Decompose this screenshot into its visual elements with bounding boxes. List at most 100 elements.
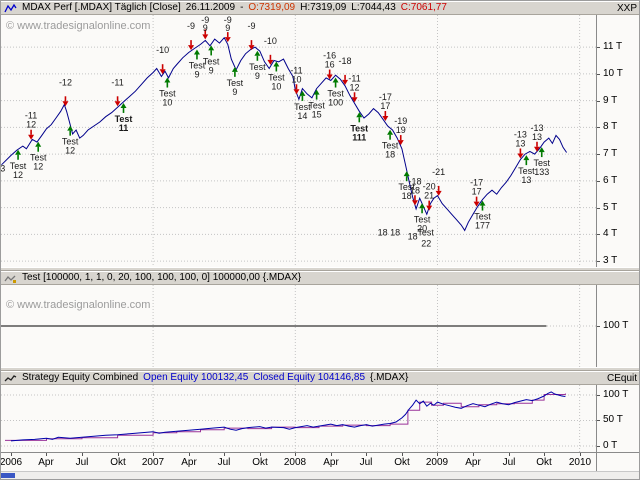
svg-text:-13: -13 bbox=[530, 123, 543, 133]
x-axis-label: 2008 bbox=[283, 457, 307, 468]
equity-plot[interactable] bbox=[1, 385, 596, 452]
svg-text:Test: Test bbox=[249, 62, 266, 72]
y-axis-label: 9 T bbox=[603, 95, 618, 106]
svg-text:-9: -9 bbox=[247, 21, 255, 31]
y-axis-tick bbox=[597, 326, 600, 327]
svg-text:Test: Test bbox=[350, 123, 368, 133]
svg-text:10: 10 bbox=[271, 81, 281, 91]
svg-text:Test: Test bbox=[159, 89, 176, 99]
y-axis-label: 7 T bbox=[603, 148, 618, 159]
y-axis-tick bbox=[597, 154, 600, 155]
x-axis-label: Jul bbox=[217, 457, 231, 468]
x-axis-tick bbox=[11, 453, 12, 456]
h-scrollbar[interactable] bbox=[1, 471, 639, 479]
svg-text:12: 12 bbox=[13, 170, 23, 180]
y-axis-label: 8 T bbox=[603, 121, 618, 132]
svg-text:-17: -17 bbox=[379, 92, 392, 102]
svg-text:9: 9 bbox=[203, 23, 208, 33]
svg-text:17: 17 bbox=[380, 101, 390, 111]
svg-text:Test: Test bbox=[10, 161, 27, 171]
svg-text:14: 14 bbox=[297, 111, 307, 121]
svg-text:-12: -12 bbox=[59, 77, 72, 87]
svg-text:18: 18 bbox=[410, 185, 420, 195]
x-axis-corner bbox=[596, 453, 639, 471]
x-axis-tick bbox=[402, 453, 403, 456]
x-axis-tick bbox=[331, 453, 332, 456]
panel3-header[interactable]: Strategy Equity Combined Open Equity 100… bbox=[1, 371, 639, 385]
svg-text:Test: Test bbox=[327, 89, 344, 99]
svg-text:177: 177 bbox=[475, 221, 490, 231]
svg-text:18: 18 bbox=[402, 191, 412, 201]
x-axis-label: Apr bbox=[38, 457, 54, 468]
svg-text:Test: Test bbox=[533, 158, 550, 168]
panel1-header[interactable]: MDAX Perf [.MDAX] Täglich [Close] 26.11.… bbox=[1, 1, 639, 15]
x-axis-label: Okt bbox=[252, 457, 268, 468]
x-axis-tick bbox=[224, 453, 225, 456]
y-axis-tick bbox=[597, 47, 600, 48]
y-axis-tick bbox=[597, 74, 600, 75]
panel1-title: MDAX Perf [.MDAX] Täglich [Close] bbox=[22, 2, 181, 13]
svg-text:13: 13 bbox=[521, 175, 531, 185]
y-axis-label: 6 T bbox=[603, 175, 618, 186]
svg-text:9: 9 bbox=[255, 71, 260, 81]
svg-text:Test: Test bbox=[294, 102, 311, 112]
price-plot[interactable]: Test 12 12 -11 Test 12 -12 Test 12 -11 Test 11 -10 Te… bbox=[1, 15, 596, 267]
svg-text:Test: Test bbox=[227, 78, 244, 88]
indicator-icon bbox=[4, 273, 17, 284]
svg-text:Test: Test bbox=[417, 228, 434, 238]
svg-text:13: 13 bbox=[515, 138, 525, 148]
open-value: O:7319,09 bbox=[248, 2, 296, 13]
svg-text:12: 12 bbox=[65, 146, 75, 156]
svg-text:10: 10 bbox=[162, 98, 172, 108]
line-chart-icon bbox=[4, 3, 17, 14]
y-axis-label: 50 T bbox=[603, 414, 623, 425]
svg-text:Test: Test bbox=[30, 153, 47, 163]
svg-text:-18: -18 bbox=[408, 176, 421, 186]
price-y-axis[interactable]: 11 T 10 T 9 T 8 T 7 T 6 T 5 T 4 T 3 T bbox=[596, 15, 639, 267]
indicator-plot[interactable]: © www.tradesignalonline.com bbox=[1, 285, 596, 367]
svg-text:12: 12 bbox=[26, 120, 36, 130]
watermark-2: © www.tradesignalonline.com bbox=[6, 299, 151, 311]
y-axis-tick bbox=[597, 101, 600, 102]
low-value: L:7044,43 bbox=[351, 2, 396, 13]
svg-text:Test: Test bbox=[308, 101, 325, 111]
watermark: © www.tradesignalonline.com bbox=[6, 20, 151, 32]
x-axis-tick bbox=[118, 453, 119, 456]
svg-text:-21: -21 bbox=[432, 167, 445, 177]
x-axis[interactable]: 2006 Apr Jul Okt 2007 Apr Jul Okt 2008 Apr Jul Okt 2… bbox=[1, 453, 596, 471]
y-axis-label: 100 T bbox=[603, 389, 629, 400]
svg-text:-11: -11 bbox=[111, 77, 123, 87]
svg-text:-11: -11 bbox=[348, 73, 360, 83]
svg-text:-11: -11 bbox=[25, 111, 37, 121]
svg-text:-13: -13 bbox=[514, 129, 527, 139]
panel-splitter[interactable] bbox=[1, 267, 639, 271]
svg-text:-10: -10 bbox=[156, 45, 169, 55]
panel2-header[interactable]: Test [100000, 1, 1, 0, 20, 100, 100, 100… bbox=[1, 271, 639, 285]
svg-text:-16: -16 bbox=[323, 51, 336, 61]
scrollbar-thumb[interactable] bbox=[1, 473, 15, 478]
svg-text:18: 18 bbox=[385, 150, 395, 160]
x-axis-label: Apr bbox=[181, 457, 197, 468]
x-axis-tick bbox=[473, 453, 474, 456]
y-axis-tick bbox=[597, 127, 600, 128]
svg-text:18: 18 bbox=[408, 232, 418, 242]
svg-text:-9: -9 bbox=[187, 21, 195, 31]
svg-text:Test: Test bbox=[398, 182, 415, 192]
panel2-title: Test [100000, 1, 1, 0, 20, 100, 100, 100… bbox=[22, 272, 302, 283]
svg-text:Test: Test bbox=[268, 72, 285, 82]
equity-y-axis[interactable]: 100 T 50 T 0 T bbox=[596, 385, 639, 452]
x-axis-label: Jul bbox=[359, 457, 373, 468]
x-axis-tick bbox=[295, 453, 296, 456]
open-equity-value: Open Equity 100132,45 bbox=[143, 372, 249, 383]
panel-splitter-2[interactable] bbox=[1, 367, 639, 371]
svg-text:Test: Test bbox=[203, 56, 220, 66]
indicator-y-axis[interactable]: 100 T bbox=[596, 285, 639, 367]
panel1-date: 26.11.2009 bbox=[185, 2, 236, 13]
high-value: H:7319,09 bbox=[300, 2, 347, 13]
svg-text:9: 9 bbox=[194, 69, 199, 79]
svg-text:Test: Test bbox=[518, 166, 535, 176]
svg-text:17: 17 bbox=[472, 187, 482, 197]
x-axis-label: Apr bbox=[323, 457, 339, 468]
svg-text:22: 22 bbox=[421, 238, 431, 248]
svg-text:111: 111 bbox=[352, 132, 366, 142]
